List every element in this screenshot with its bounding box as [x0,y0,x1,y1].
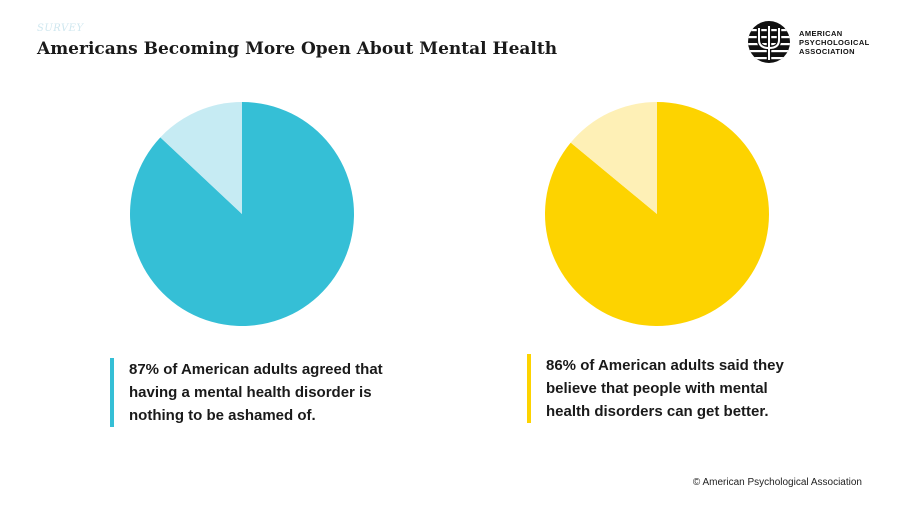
copyright-notice: © American Psychological Association [692,477,862,488]
caption-get-better: 86% of American adults said they believe… [527,354,806,423]
kicker-label: SURVEY [37,23,84,34]
pie-slice-minor [570,102,657,214]
logo-line: ASSOCIATION [799,46,855,56]
apa-psi-icon [748,21,790,63]
apa-logo: AMERICAN PSYCHOLOGICAL ASSOCIATION [747,20,870,64]
pie-chart-ashamed [129,102,354,326]
pie-slice-minor [160,102,242,214]
pie-chart-get-better [545,102,769,326]
pie-slice-major [129,102,354,326]
caption-ashamed: 87% of American adults agreed that havin… [110,358,384,427]
page-title: Americans Becoming More Open About Menta… [37,39,558,59]
logo-line: AMERICAN [799,28,843,38]
logo-line: PSYCHOLOGICAL [799,37,870,47]
apa-wordmark: AMERICAN PSYCHOLOGICAL ASSOCIATION [799,29,870,56]
